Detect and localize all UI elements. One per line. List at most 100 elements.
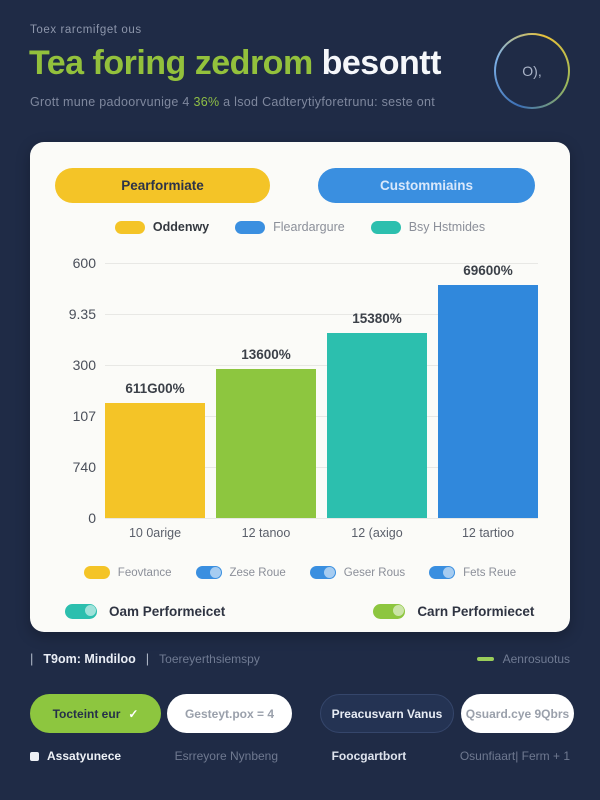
- toggle-knob: [393, 604, 405, 616]
- x-axis-tick: 12 (axigo: [351, 526, 403, 540]
- footer-link[interactable]: Osunfiaart| Ferm + 1: [460, 749, 570, 763]
- page-title-rest: besontt: [312, 44, 442, 82]
- gridline: [105, 467, 538, 468]
- eyebrow-label: Toex rarcmifget ous: [30, 24, 142, 36]
- y-axis-tick: 740: [72, 459, 96, 475]
- footer-link-label: Esrreyore Nynbeng: [174, 749, 279, 763]
- bar-slot: 611G00%: [105, 263, 205, 518]
- toggle-knob: [443, 567, 455, 578]
- legend-item[interactable]: Geser Rous: [309, 566, 406, 579]
- legend-label: Bsy Hstmides: [408, 220, 486, 234]
- toggle-switch[interactable]: [195, 566, 222, 579]
- button-label: Tocteint eur: [52, 706, 121, 721]
- secondary-action-button[interactable]: Gesteyt.pox = 4: [167, 694, 292, 733]
- page-title-highlight: Tea foring zedrom: [29, 44, 313, 82]
- page-title: Tea foring zedrom besontt: [29, 44, 441, 83]
- toggle-knob: [85, 604, 96, 616]
- bar-value-label: 611G00%: [125, 381, 185, 397]
- legend-top: Oddenwy Fleardargure Bsy Hstmides: [30, 220, 570, 234]
- legend-label: Oam Performeicet: [109, 603, 226, 619]
- toggle-switch[interactable]: [309, 566, 336, 579]
- legend-swatch-blue: [235, 220, 266, 234]
- footer-links: Assatyunece Esrreyore Nynbeng Foocgartbo…: [30, 749, 570, 763]
- y-axis-tick: 300: [72, 357, 96, 373]
- legend-item[interactable]: Feovtance: [83, 566, 172, 579]
- bar-slot: 69600%: [438, 263, 538, 518]
- bar-value-label: 69600%: [463, 263, 513, 278]
- divider: |: [145, 651, 150, 666]
- legend-item[interactable]: Fleardargure: [235, 220, 345, 234]
- legend-swatch-yellow: [83, 566, 110, 579]
- y-axis-tick: 9.35: [68, 306, 96, 322]
- footer-meta-item: T9om: Mindiloo: [43, 651, 136, 666]
- bar[interactable]: [105, 403, 205, 518]
- subtitle-pre: Grott mune padoorvunige 4: [30, 95, 194, 109]
- legend-item[interactable]: Oddenwy: [114, 220, 210, 234]
- bar-slot: 13600%: [216, 263, 316, 518]
- legend-item[interactable]: Fets Reue: [429, 566, 516, 579]
- toggle-switch-teal[interactable]: [65, 603, 97, 619]
- legend-label: Fets Reue: [463, 566, 517, 579]
- tertiary-action-button[interactable]: Preacusvarn Vanus: [320, 694, 454, 733]
- footer-link-label: Osunfiaart| Ferm + 1: [459, 749, 570, 763]
- gridline: [105, 314, 538, 315]
- footer-link[interactable]: Assatyunece: [30, 749, 121, 763]
- thumb-icon: ✓: [128, 706, 139, 721]
- legend-bottom: Oam Performeicet Carn Performiecet: [30, 594, 570, 628]
- legend-item[interactable]: Oam Performeicet: [65, 603, 226, 619]
- bar[interactable]: [438, 285, 538, 518]
- legend-item[interactable]: Bsy Hstmides: [370, 220, 486, 234]
- quaternary-action-button[interactable]: Qsuard.cye 9Qbrs: [461, 694, 574, 733]
- x-axis: 10 0arige 12 tanoo 12 (axigo 12 tartioo: [105, 526, 538, 540]
- footer-buttons: Tocteint eur ✓ Gesteyt.pox = 4 Preacusva…: [30, 694, 574, 733]
- toggle-knob: [209, 567, 221, 578]
- legend-swatch-teal: [370, 220, 401, 234]
- y-axis-tick: 0: [88, 510, 96, 526]
- gridline: [105, 263, 538, 264]
- footer-link[interactable]: Esrreyore Nynbeng: [175, 749, 278, 763]
- gridline: [105, 365, 538, 366]
- subtitle-highlight: 36%: [193, 95, 220, 109]
- toggle-switch-green[interactable]: [373, 603, 406, 619]
- x-axis-tick: 12 tartioo: [461, 526, 515, 540]
- footer-meta: | T9om: Mindiloo | Toereyerthsiemspy Aen…: [30, 651, 570, 666]
- legend-label: Oddenwy: [152, 220, 210, 234]
- divider: |: [30, 651, 34, 666]
- square-icon: [30, 751, 39, 761]
- legend-item[interactable]: Zese Roue: [195, 566, 286, 579]
- customers-button[interactable]: Custommiains: [318, 168, 535, 203]
- bar-slot: 15380%: [327, 263, 427, 518]
- legend-label: Carn Performiecet: [417, 603, 535, 619]
- footer-meta-right: Aenrosuotus: [476, 652, 570, 666]
- legend-label: Geser Rous: [343, 566, 406, 579]
- footer-link-label: Assatyunece: [47, 749, 122, 763]
- legend-label: Zese Roue: [229, 566, 286, 579]
- footer-meta-left: | T9om: Mindiloo | Toereyerthsiemspy: [30, 651, 260, 666]
- bar-value-label: 13600%: [241, 347, 291, 363]
- ring-badge: O),: [494, 33, 570, 109]
- x-axis-tick: 10 0arige: [128, 526, 182, 540]
- footer-link-label: Foocgartbort: [331, 749, 407, 763]
- x-axis-tick: 12 tanoo: [241, 526, 291, 540]
- performance-button[interactable]: Pearformiate: [55, 168, 270, 203]
- footer-meta-item: Toereyerthsiemspy: [159, 651, 260, 666]
- bar-value-label: 15380%: [352, 311, 402, 327]
- subtitle-post: a lsod Cadterytiyforetrunu: seste ont: [219, 95, 436, 109]
- legend-swatch-yellow: [114, 220, 145, 234]
- gridline: [105, 416, 538, 417]
- legend-label: Feovtance: [117, 566, 172, 579]
- y-axis-tick: 600: [72, 255, 96, 271]
- footer-link[interactable]: Foocgartbort: [332, 749, 407, 763]
- primary-action-button[interactable]: Tocteint eur ✓: [30, 694, 161, 733]
- bar[interactable]: [216, 369, 316, 518]
- ring-badge-label: O),: [496, 35, 568, 107]
- legend-mid: Feovtance Zese Roue Geser Rous Fets Reue: [30, 566, 570, 579]
- bar[interactable]: [327, 333, 427, 518]
- legend-item[interactable]: Carn Performiecet: [373, 603, 535, 619]
- toggle-knob: [323, 567, 335, 578]
- toggle-switch[interactable]: [429, 566, 456, 579]
- legend-label: Fleardargure: [273, 220, 345, 234]
- y-axis-tick: 107: [72, 408, 96, 424]
- gridline: [105, 518, 538, 519]
